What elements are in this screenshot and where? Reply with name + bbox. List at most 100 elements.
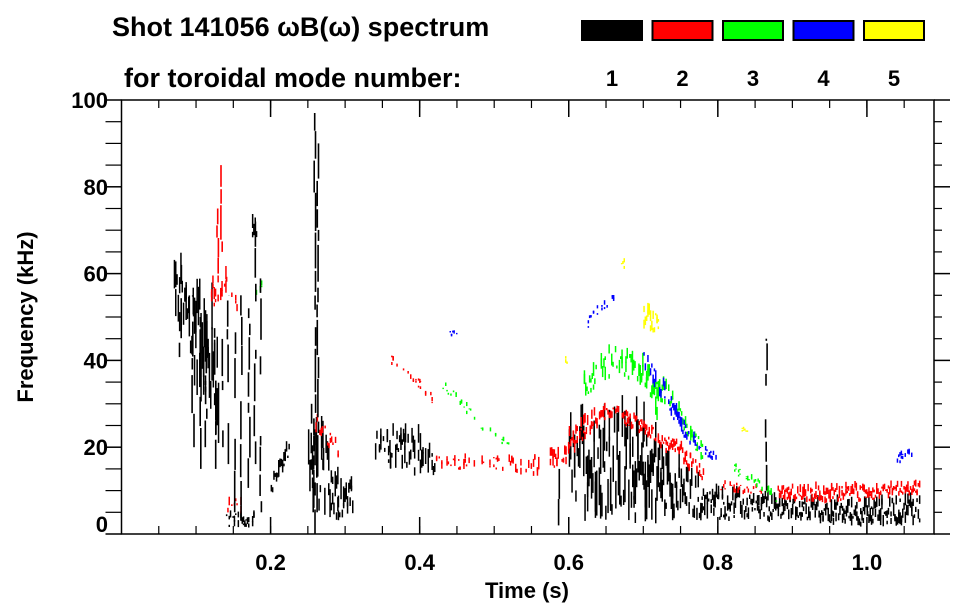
- spectrum-mark: [431, 453, 433, 457]
- spectrum-mark: [661, 438, 663, 442]
- spectrum-mark: [538, 461, 540, 470]
- spectrum-mark: [644, 429, 647, 435]
- streak-mark: [766, 343, 768, 371]
- streak-mark: [215, 421, 217, 436]
- spectrum-mark: [784, 489, 786, 497]
- spectrum-mark: [841, 486, 843, 489]
- spectrum-mark: [411, 427, 413, 443]
- spectrum-mark: [882, 484, 884, 489]
- spectrum-mark: [551, 447, 553, 456]
- spectrum-mark: [337, 495, 340, 508]
- spectrum-mark: [277, 472, 279, 478]
- streak-mark: [221, 338, 224, 377]
- spectrum-mark: [613, 406, 616, 433]
- spectrum-mark: [666, 456, 669, 485]
- spectrum-mark: [589, 425, 591, 432]
- spectrum-mark: [684, 492, 686, 498]
- spectrum-mark: [847, 499, 849, 511]
- spectrum-mark: [748, 479, 750, 481]
- spectrum-mark: [412, 435, 415, 452]
- streak-mark: [191, 358, 194, 370]
- spectrum-mark: [680, 475, 683, 487]
- spectrum-mark: [455, 392, 457, 397]
- spectrum-mark: [617, 406, 620, 413]
- spectrum-mark: [576, 425, 578, 432]
- spectrum-mark: [404, 445, 406, 464]
- spectrum-mark: [228, 496, 230, 504]
- spectrum-mark: [819, 492, 821, 502]
- spectrum-mark: [694, 459, 697, 463]
- spectrum-mark: [685, 496, 688, 506]
- spectrum-mark: [693, 436, 695, 443]
- spectrum-mark: [598, 412, 601, 420]
- spectrum-mark: [511, 455, 513, 463]
- spectrum-mark: [899, 487, 901, 492]
- spectrum-mark: [406, 461, 408, 468]
- spectrum-mark: [724, 488, 726, 490]
- spectrum-mark: [221, 289, 223, 297]
- spectrum-mark: [769, 511, 772, 517]
- spectrum-mark: [596, 470, 598, 516]
- spectrum-mark: [330, 436, 333, 443]
- spectrum-mark: [681, 447, 684, 453]
- spectrum-mark: [670, 482, 673, 509]
- spectrum-mark: [813, 498, 815, 506]
- spectrum-mark: [903, 486, 905, 490]
- spectrum-mark: [775, 504, 777, 511]
- spectrum-mark: [850, 485, 852, 494]
- spectrum-mark: [913, 488, 916, 492]
- legend-swatch-mode-2: [651, 20, 714, 41]
- spectrum-mark: [583, 425, 585, 463]
- spectrum-mark: [380, 428, 382, 443]
- spectrum-mark: [885, 511, 887, 516]
- spectrum-mark: [698, 512, 701, 519]
- spectrum-mark: [629, 443, 631, 469]
- spectrum-mark: [328, 443, 330, 449]
- spectrum-mark: [586, 415, 589, 426]
- spectrum-mark: [253, 512, 255, 518]
- spectrum-mark: [216, 336, 218, 368]
- spectrum-mark: [866, 505, 868, 516]
- spectrum-mark: [655, 370, 657, 379]
- spectrum-mark: [658, 440, 661, 445]
- streak-mark: [314, 192, 317, 231]
- spectrum-mark: [668, 384, 670, 391]
- spectrum-mark: [625, 422, 627, 427]
- spectrum-mark: [742, 429, 745, 431]
- spectrum-mark: [802, 486, 804, 493]
- spectrum-mark: [815, 481, 817, 489]
- spectrum-mark: [242, 516, 245, 523]
- spectrum-mark: [463, 458, 465, 466]
- spectrum-mark: [844, 518, 846, 524]
- spectrum-mark: [669, 401, 671, 407]
- spectrum-mark: [668, 448, 670, 470]
- spectrum-mark: [698, 445, 700, 450]
- spectrum-mark: [624, 466, 626, 503]
- spectrum-mark: [422, 447, 424, 454]
- streak-mark: [213, 339, 216, 375]
- spectrum-mark: [649, 368, 652, 376]
- spectrum-mark: [652, 327, 654, 333]
- streak-mark: [313, 160, 315, 193]
- spectrum-mark: [649, 434, 652, 439]
- spectrum-mark: [657, 319, 660, 322]
- spectrum-mark: [447, 461, 450, 465]
- spectrum-mark: [195, 300, 197, 349]
- spectrum-mark: [908, 450, 910, 455]
- spectrum-mark: [823, 508, 826, 511]
- spectrum-mark: [684, 451, 686, 461]
- spectrum-mark: [235, 294, 237, 301]
- spectrum-mark: [647, 302, 649, 314]
- spectrum-mark: [189, 340, 192, 354]
- spectrum-mark: [734, 469, 736, 472]
- spectrum-mark: [781, 487, 783, 494]
- spectrum-mark: [588, 449, 590, 487]
- spectrum-mark: [622, 411, 625, 419]
- spectrum-mark: [639, 425, 642, 432]
- spectrum-mark: [206, 320, 208, 356]
- trace-mode-2: [435, 441, 570, 476]
- spectrum-mark: [701, 476, 703, 481]
- spectrum-mark: [349, 497, 351, 506]
- spectrum-mark: [632, 464, 634, 488]
- spectrum-mark: [894, 514, 896, 522]
